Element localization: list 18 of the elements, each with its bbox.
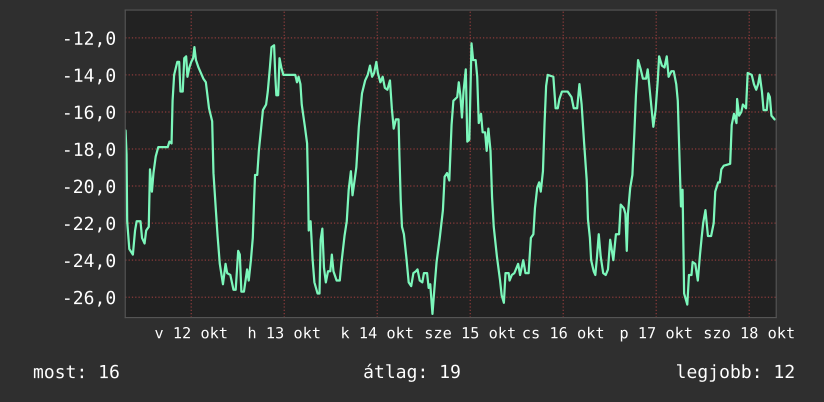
x-tick-label: cs 16 okt (523, 326, 604, 339)
y-tick-label: -14,0 (65, 68, 116, 84)
text: átlag: 19 (364, 364, 460, 382)
x-tick-label: sze 15 okt (426, 326, 515, 339)
y-tick-label: -18,0 (65, 142, 116, 158)
x-tick-label: szo 18 okt (704, 326, 794, 339)
y-tick-label: -16,0 (65, 105, 116, 122)
y-tick-label: -22,0 (65, 216, 116, 233)
x-tick-label: v 12 okt (155, 326, 227, 339)
y-tick-label: -12,0 (65, 31, 116, 48)
text: legjobb: 12 (677, 364, 794, 382)
x-tick-label: p 17 okt (620, 326, 692, 342)
y-tick-label: -24,0 (65, 254, 116, 270)
y-tick-label: -20,0 (65, 180, 116, 196)
x-tick-label: h 13 okt (248, 326, 320, 339)
x-tick-label: k 14 okt (342, 326, 413, 339)
text: most: 16 (34, 364, 119, 378)
y-tick-label: -26,0 (65, 290, 116, 307)
